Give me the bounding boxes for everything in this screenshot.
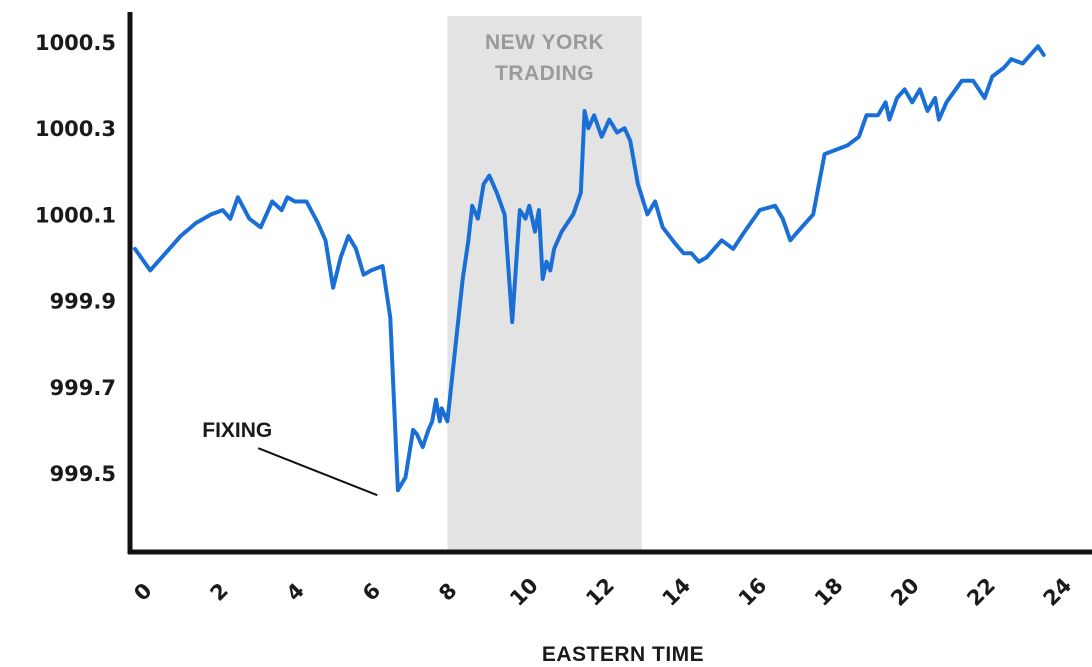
y-tick-label: 1000.3: [35, 117, 116, 141]
y-tick-label: 999.5: [50, 462, 116, 486]
shaded-region-new-york-trading: [447, 16, 642, 552]
x-tick-label: 16: [734, 573, 772, 611]
y-tick-label: 1000.5: [35, 31, 116, 55]
y-tick-label: 1000.1: [35, 203, 116, 227]
x-tick-label: 22: [962, 573, 1000, 611]
y-tick-label: 999.7: [50, 376, 116, 400]
fixing-annotation-label: FIXING: [202, 419, 272, 442]
y-tick-labels: 999.5 999.7 999.9 1000.1 1000.3 1000.5: [35, 31, 116, 486]
x-tick-label: 0: [129, 578, 156, 605]
x-tick-label: 4: [282, 578, 309, 605]
region-label-line-1: NEW YORK: [485, 31, 604, 54]
x-tick-label: 8: [434, 578, 461, 605]
x-tick-label: 6: [358, 578, 385, 605]
x-tick-label: 18: [810, 573, 848, 611]
x-tick-label: 10: [505, 573, 543, 611]
x-axis-label: EASTERN TIME: [542, 643, 704, 666]
x-tick-label: 20: [886, 573, 924, 611]
x-tick-label: 2: [206, 578, 233, 605]
x-tick-label: 14: [658, 573, 696, 611]
region-label-line-2: TRADING: [495, 62, 594, 85]
x-tick-labels: 0 2 4 6 8 10 12 14 16 18 20 22 24: [129, 573, 1076, 611]
x-tick-label: 12: [581, 573, 619, 611]
series-line: [133, 44, 1046, 493]
fixing-annotation-pointer: [257, 447, 378, 497]
x-tick-label: 24: [1039, 573, 1077, 611]
y-tick-label: 999.9: [50, 290, 116, 314]
